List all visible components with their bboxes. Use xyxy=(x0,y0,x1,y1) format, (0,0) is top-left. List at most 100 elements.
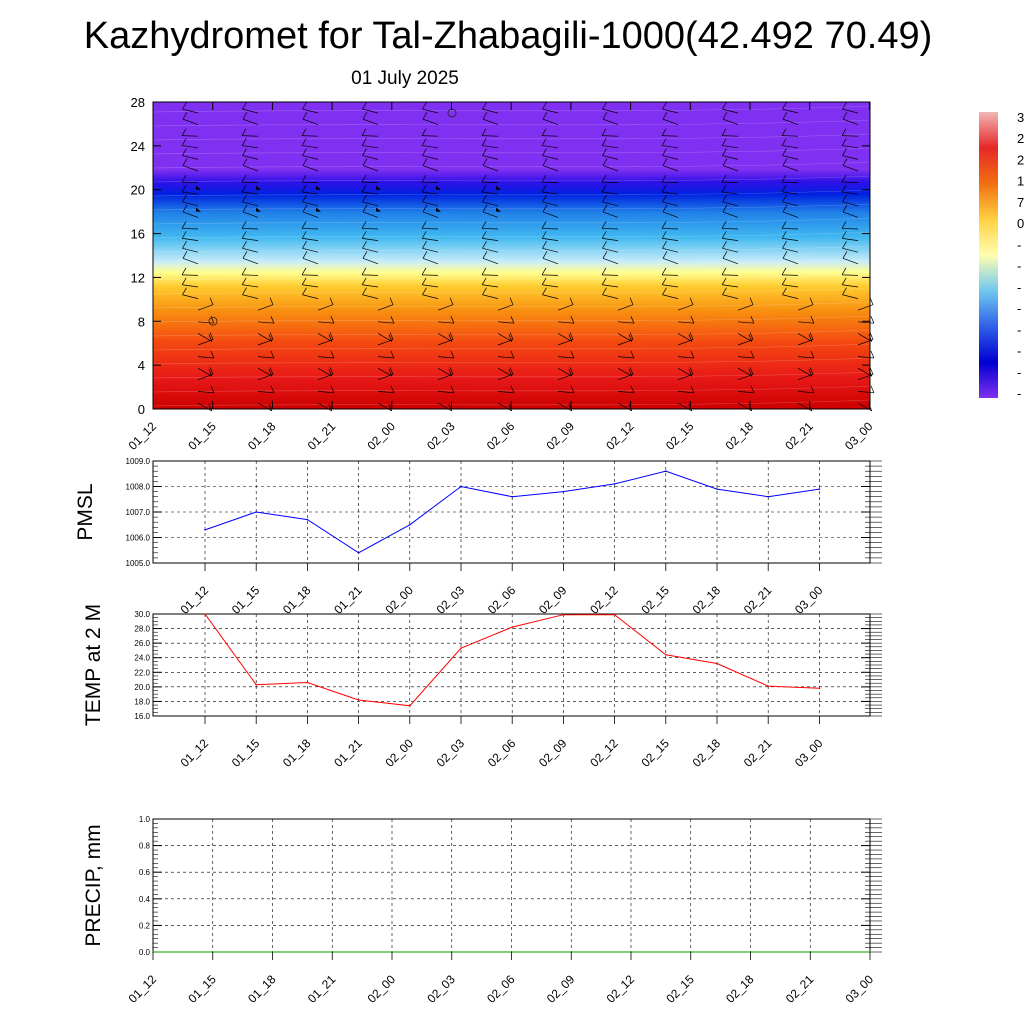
x-tick-label: 02_03 xyxy=(424,972,458,1006)
wind-barb xyxy=(541,181,559,183)
wind-pennant xyxy=(316,185,321,190)
wind-barb xyxy=(722,118,739,125)
contour-line xyxy=(152,357,871,365)
wind-barb xyxy=(301,135,319,137)
wind-barb xyxy=(362,247,379,253)
wind-barb-flag xyxy=(389,297,394,305)
wind-pennant xyxy=(316,207,321,212)
wind-barb-flag xyxy=(841,231,847,239)
pmsl-point xyxy=(511,495,513,498)
wind-barb-flag xyxy=(722,194,727,203)
wind-barb xyxy=(497,367,513,377)
y-tick-label: 26.0 xyxy=(134,639,150,648)
wind-barb xyxy=(602,145,619,149)
wind-barb-flag xyxy=(542,241,547,249)
wind-barb-flag xyxy=(181,174,187,183)
wind-barb xyxy=(782,238,799,241)
wind-barb xyxy=(197,402,213,412)
wind-barb-flag xyxy=(421,184,427,193)
wind-barb-flag xyxy=(388,334,393,342)
wind-barb-flag xyxy=(870,316,875,324)
wind-barb-flag xyxy=(630,350,635,359)
wind-barb xyxy=(542,211,559,218)
temp-2m-point xyxy=(716,662,718,665)
wind-barb xyxy=(182,201,199,207)
wind-barb xyxy=(661,228,679,230)
wind-barb-flag xyxy=(361,174,367,183)
contour-line xyxy=(152,273,871,281)
wind-barb xyxy=(842,247,859,253)
wind-barb xyxy=(602,284,619,288)
wind-barb-flag xyxy=(422,101,427,110)
x-tick-label: 02_00 xyxy=(365,972,399,1006)
wind-barb xyxy=(842,294,859,299)
wind-pennant xyxy=(376,207,381,212)
wind-barb xyxy=(677,391,694,394)
wind-barb xyxy=(617,321,634,324)
wind-barb-flag xyxy=(328,403,333,412)
wind-barb xyxy=(737,367,753,377)
wind-barb xyxy=(437,391,454,394)
wind-barb-flag xyxy=(842,287,847,295)
colorbar-label: - xyxy=(1017,301,1021,316)
wind-barb xyxy=(842,201,859,207)
wind-barb xyxy=(617,367,633,377)
wind-barb xyxy=(722,165,739,172)
wind-barb-flag xyxy=(389,332,394,340)
pmsl-point xyxy=(460,485,462,488)
wind-barb xyxy=(542,257,559,265)
wind-barb xyxy=(677,356,694,359)
wind-barb-flag xyxy=(242,251,248,259)
wind-barb xyxy=(661,135,679,137)
wind-barb xyxy=(242,165,259,172)
wind-barb xyxy=(617,402,633,412)
wind-barb-flag xyxy=(362,241,367,249)
wind-barb-flag xyxy=(242,111,248,120)
wind-barb xyxy=(302,284,319,288)
wind-barb xyxy=(302,247,319,253)
wind-barb-flag xyxy=(721,267,727,276)
wind-barb-flag xyxy=(601,267,607,276)
wind-barb xyxy=(181,181,199,183)
pmsl-point xyxy=(306,518,309,521)
wind-barb xyxy=(181,135,199,137)
wind-barb-flag xyxy=(662,148,667,156)
wind-barb xyxy=(482,284,499,288)
y-tick-label: 1007.0 xyxy=(126,508,151,517)
wind-barb-flag xyxy=(749,367,754,375)
wind-barb-flag xyxy=(689,332,694,340)
wind-barb-flag xyxy=(301,231,307,239)
wind-barb-flag xyxy=(542,204,548,213)
wind-barb xyxy=(541,228,559,230)
wind-barb xyxy=(242,155,259,160)
wind-barb-flag xyxy=(782,101,787,110)
contour-line xyxy=(152,105,871,113)
wind-barb xyxy=(242,108,259,114)
wind-barb-flag xyxy=(782,111,788,120)
wind-barb xyxy=(482,165,499,172)
wind-barb-flag xyxy=(422,158,428,166)
wind-barb xyxy=(602,191,619,195)
x-tick-label: 02_21 xyxy=(741,583,775,617)
y-tick-label: 24 xyxy=(131,139,145,154)
wind-pennant xyxy=(496,185,501,190)
wind-barb xyxy=(542,238,559,241)
wind-barb xyxy=(841,181,859,183)
x-tick-label: 01_18 xyxy=(280,736,314,770)
wind-barb-flag xyxy=(482,287,487,295)
y-tick-label: 28.0 xyxy=(134,625,150,634)
plot-frame xyxy=(152,613,871,717)
wind-barb-flag xyxy=(781,174,787,183)
y-tick-label: 0.4 xyxy=(139,895,151,904)
wind-barb xyxy=(422,247,439,253)
contour-line xyxy=(152,343,871,351)
contour-line xyxy=(152,161,871,169)
wind-pennant xyxy=(376,185,381,190)
wind-barb xyxy=(301,274,319,276)
wind-barb-flag xyxy=(628,369,633,377)
x-tick-label: 01_12 xyxy=(126,972,160,1006)
wind-barb xyxy=(317,367,333,377)
x-tick-label: 02_21 xyxy=(741,736,775,770)
wind-barb-flag xyxy=(661,231,667,239)
contour-line xyxy=(152,399,871,407)
